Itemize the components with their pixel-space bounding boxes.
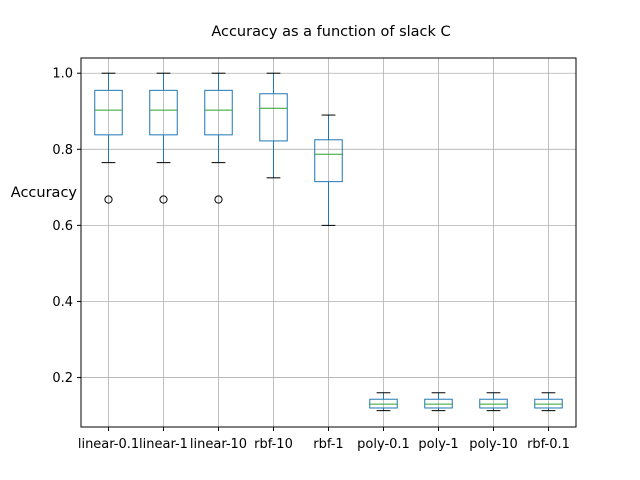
grid-lines bbox=[81, 58, 576, 427]
chart-title: Accuracy as a function of slack C bbox=[211, 24, 450, 40]
y-tick-label: 0.8 bbox=[52, 143, 73, 158]
y-tick-label: 0.4 bbox=[52, 295, 73, 310]
x-tick-label: poly-0.1 bbox=[357, 437, 410, 452]
y-tick-label: 0.6 bbox=[52, 219, 73, 234]
iqr-box bbox=[314, 139, 343, 183]
y-axis-label: Accuracy bbox=[11, 185, 78, 201]
x-tick-label: linear-10 bbox=[190, 437, 247, 452]
x-tick-label: linear-0.1 bbox=[78, 437, 139, 452]
iqr-box bbox=[369, 398, 398, 409]
iqr-box bbox=[259, 93, 288, 142]
x-tick-label: rbf-0.1 bbox=[527, 437, 570, 452]
x-tick-label: rbf-1 bbox=[313, 437, 343, 452]
iqr-box bbox=[424, 398, 453, 409]
y-tick-label: 0.2 bbox=[52, 371, 73, 386]
x-tick-label: poly-1 bbox=[418, 437, 458, 452]
x-tick-label: linear-1 bbox=[139, 437, 188, 452]
x-tick-label: poly-10 bbox=[469, 437, 518, 452]
y-tick-label: 1.0 bbox=[52, 67, 73, 82]
outlier-point bbox=[159, 195, 168, 204]
outlier-point bbox=[214, 195, 223, 204]
iqr-box bbox=[204, 89, 233, 136]
outlier-point bbox=[104, 195, 113, 204]
box-series bbox=[94, 72, 563, 412]
axes: 0.2 0.4 0.6 0.8 1.0 linear-0.1 linear-1 linear-… bbox=[52, 57, 577, 452]
iqr-box bbox=[94, 89, 123, 136]
iqr-box bbox=[149, 89, 178, 136]
x-tick-label: rbf-10 bbox=[254, 437, 293, 452]
iqr-box bbox=[479, 398, 508, 409]
iqr-box bbox=[534, 398, 563, 409]
